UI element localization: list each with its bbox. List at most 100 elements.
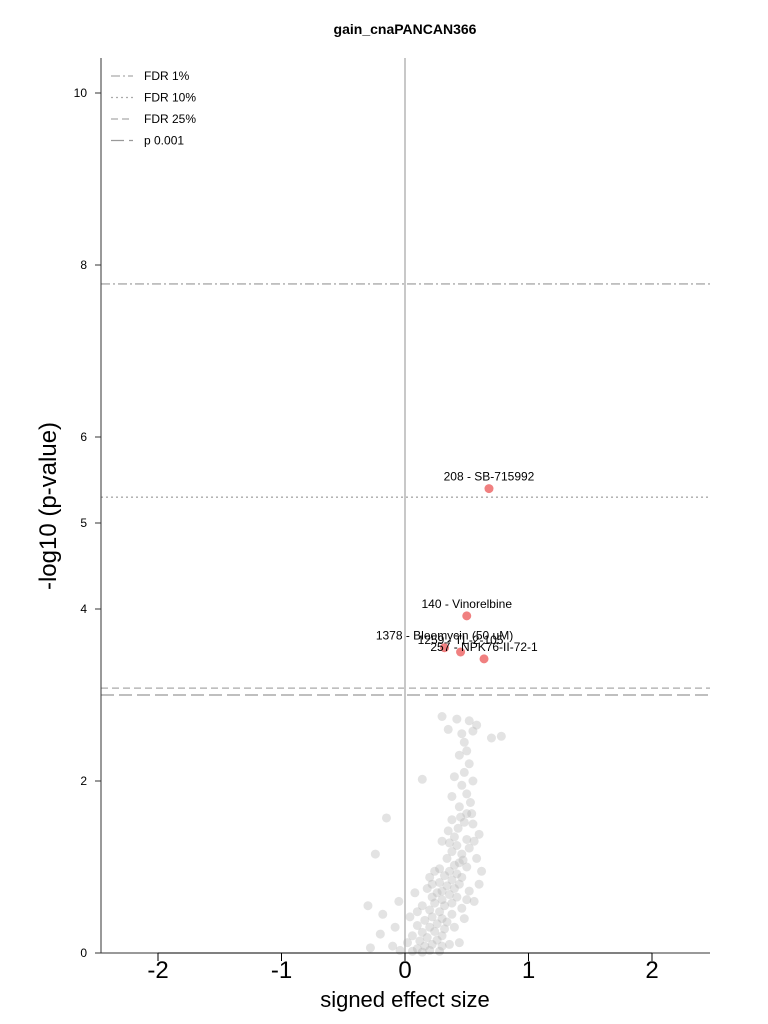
background-point: [422, 884, 432, 893]
background-point: [444, 838, 454, 848]
background-point: [402, 938, 412, 948]
background-point: [381, 813, 391, 823]
y-tick-label-6: 8: [80, 258, 87, 272]
background-point: [457, 780, 467, 790]
background-point: [464, 759, 474, 769]
background-point: [447, 898, 457, 908]
highlighted-label-1: 208 - SB-715992: [444, 470, 535, 484]
background-point: [472, 853, 482, 863]
background-point: [444, 890, 454, 900]
background-point: [486, 733, 496, 743]
legend: FDR 1% FDR 10% FDR 25% p 0.001: [111, 69, 196, 148]
background-point: [452, 869, 462, 879]
background-point: [435, 877, 445, 887]
background-point: [468, 776, 478, 786]
background-point: [425, 905, 435, 915]
background-point: [435, 946, 445, 956]
background-point: [452, 841, 462, 850]
x-tick-label-2: -1: [271, 957, 292, 984]
background-point: [407, 946, 417, 956]
y-axis-ticks: 0 2 4 5 6 8 10: [74, 86, 101, 960]
background-point: [440, 901, 450, 911]
background-point: [442, 917, 452, 927]
background-point: [422, 933, 432, 943]
background-point: [449, 884, 459, 893]
background-point: [454, 858, 464, 868]
background-point: [432, 888, 442, 898]
background-point: [442, 853, 452, 863]
y-axis-label: -log10 (p-value): [35, 422, 62, 590]
background-point: [427, 892, 437, 902]
background-point: [469, 896, 479, 906]
highlighted-label-4: 1259 - TL-2-105: [418, 633, 504, 647]
background-point: [462, 834, 472, 844]
background-point: [440, 871, 450, 881]
background-point: [435, 864, 445, 874]
background-point: [437, 886, 447, 896]
highlighted-points: 208 - SB-715992 140 - Vinorelbine 1378 - B…: [376, 470, 538, 664]
background-point: [420, 941, 430, 951]
background-point: [395, 945, 405, 955]
background-point: [365, 943, 375, 953]
background-point: [417, 947, 427, 957]
background-point: [464, 886, 474, 896]
background-point: [390, 922, 400, 932]
background-point: [459, 767, 469, 777]
background-point: [407, 931, 417, 941]
y-tick-label-2: 2: [80, 774, 87, 788]
background-point: [465, 798, 475, 807]
background-point: [437, 941, 447, 951]
background-point: [427, 912, 437, 922]
background-point: [457, 903, 467, 913]
background-point: [437, 931, 447, 941]
background-point: [457, 729, 467, 739]
background-point: [462, 895, 472, 905]
background-point: [457, 849, 467, 859]
background-point: [449, 772, 459, 782]
background-point: [427, 879, 437, 889]
x-axis-label: signed effect size: [320, 987, 490, 1012]
background-point: [430, 927, 440, 936]
background-point: [459, 914, 469, 924]
background-point: [417, 901, 427, 911]
x-tick-label-4: 1: [522, 957, 535, 984]
background-point: [447, 875, 457, 885]
background-point: [454, 802, 464, 812]
background-point: [447, 909, 457, 919]
background-point: [443, 724, 453, 734]
background-point: [447, 791, 457, 801]
background-point: [370, 849, 380, 859]
background-point: [405, 912, 415, 922]
background-points: [363, 712, 506, 957]
background-point: [453, 823, 463, 833]
legend-label-3: FDR 25%: [144, 112, 196, 126]
background-point: [430, 898, 440, 908]
threshold-lines: [101, 283, 710, 696]
y-tick-label-5: 6: [80, 430, 87, 444]
background-point: [425, 872, 435, 882]
background-point: [417, 927, 427, 937]
background-point: [444, 939, 454, 949]
background-point: [462, 746, 472, 756]
y-tick-label-1: 0: [80, 946, 87, 960]
background-point: [456, 812, 466, 822]
background-point: [375, 929, 385, 939]
background-point: [432, 919, 442, 929]
background-point: [412, 907, 422, 917]
y-tick-label-3: 4: [80, 602, 87, 616]
background-point: [440, 924, 450, 934]
background-point: [454, 750, 464, 760]
background-point: [410, 888, 420, 898]
highlighted-label-5: 257 - NPK76-II-72-1: [430, 640, 538, 654]
background-point: [464, 843, 474, 853]
background-point: [464, 716, 474, 726]
background-point: [467, 809, 477, 819]
x-tick-label-1: -2: [147, 957, 168, 984]
highlighted-point-4: [456, 647, 466, 657]
background-point: [443, 826, 453, 836]
background-point: [437, 914, 447, 924]
background-point: [458, 855, 468, 865]
background-point: [459, 737, 469, 747]
background-point: [420, 915, 430, 925]
